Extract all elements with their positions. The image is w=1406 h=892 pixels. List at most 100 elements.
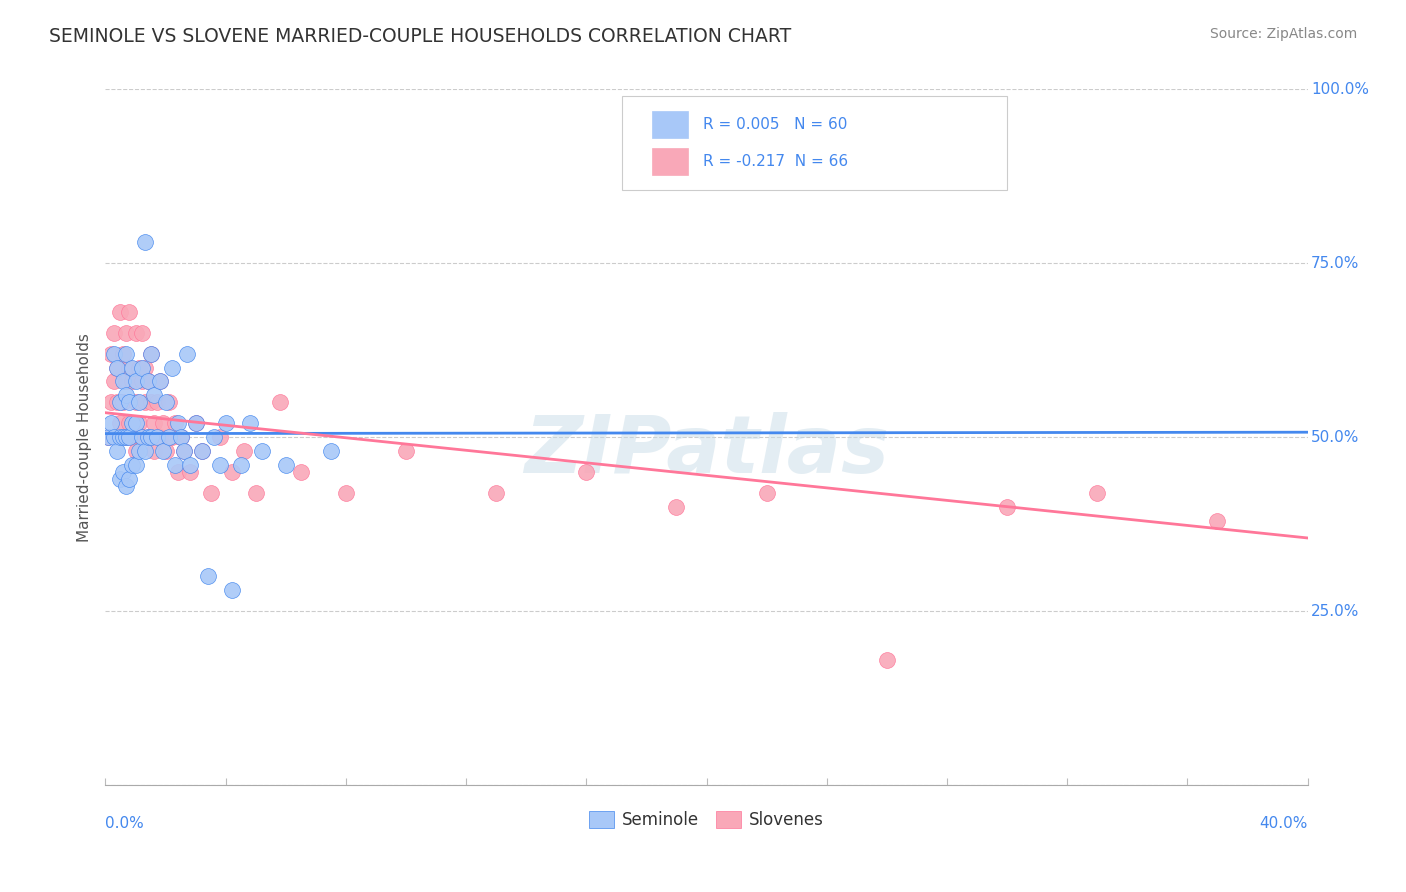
Point xyxy=(136,375,159,389)
Point xyxy=(221,465,243,479)
Point xyxy=(112,395,135,409)
Point xyxy=(124,444,146,458)
Point xyxy=(142,388,165,402)
Point xyxy=(103,430,125,444)
Text: R = -0.217  N = 66: R = -0.217 N = 66 xyxy=(703,154,848,169)
Point xyxy=(250,444,273,458)
Point xyxy=(121,375,143,389)
FancyBboxPatch shape xyxy=(623,96,1007,190)
Point xyxy=(115,388,138,402)
Point xyxy=(97,430,120,444)
Point xyxy=(395,444,418,458)
Point xyxy=(155,444,177,458)
Text: ZIPatlas: ZIPatlas xyxy=(524,412,889,490)
Point xyxy=(118,395,141,409)
Point xyxy=(110,395,132,409)
Point xyxy=(208,430,231,444)
Point xyxy=(121,458,143,472)
Point xyxy=(155,395,177,409)
Point xyxy=(190,444,212,458)
Point xyxy=(121,416,143,430)
Point xyxy=(160,360,183,375)
Point xyxy=(221,583,243,598)
Point xyxy=(145,395,167,409)
Point xyxy=(139,346,162,360)
Point xyxy=(128,360,150,375)
Point xyxy=(139,395,162,409)
Point xyxy=(100,395,122,409)
Point xyxy=(110,472,132,486)
Point xyxy=(208,458,231,472)
Point xyxy=(184,416,207,430)
Point xyxy=(131,430,153,444)
Point xyxy=(118,472,141,486)
Point xyxy=(103,326,125,340)
Point xyxy=(131,430,153,444)
Point xyxy=(107,395,129,409)
Point xyxy=(100,346,122,360)
Point xyxy=(134,395,156,409)
Point xyxy=(176,346,198,360)
Point xyxy=(115,375,138,389)
Bar xyxy=(652,112,689,138)
Legend: Seminole, Slovenes: Seminole, Slovenes xyxy=(582,805,831,836)
Point xyxy=(118,305,141,319)
Point xyxy=(124,395,146,409)
Point xyxy=(163,416,186,430)
Point xyxy=(124,416,146,430)
Point xyxy=(115,430,138,444)
Point xyxy=(148,375,170,389)
Point xyxy=(755,485,778,500)
Point xyxy=(148,430,170,444)
Point xyxy=(112,375,135,389)
Point xyxy=(128,416,150,430)
Point xyxy=(269,395,291,409)
Point xyxy=(197,569,219,583)
Text: 75.0%: 75.0% xyxy=(1312,256,1360,270)
Point xyxy=(169,430,191,444)
Point xyxy=(232,444,254,458)
Point xyxy=(166,465,188,479)
Point xyxy=(139,430,162,444)
Point xyxy=(485,485,508,500)
Point xyxy=(335,485,357,500)
Point xyxy=(134,360,156,375)
Point xyxy=(97,430,120,444)
Point xyxy=(214,416,236,430)
Point xyxy=(173,444,195,458)
Point xyxy=(202,430,225,444)
Text: 100.0%: 100.0% xyxy=(1312,82,1369,96)
Point xyxy=(131,326,153,340)
Point xyxy=(112,465,135,479)
Point xyxy=(200,485,222,500)
Point xyxy=(142,416,165,430)
Point xyxy=(131,360,153,375)
Point xyxy=(115,430,138,444)
Point xyxy=(107,444,129,458)
Point xyxy=(575,465,598,479)
Point xyxy=(152,444,174,458)
Point xyxy=(274,458,297,472)
Point xyxy=(179,458,201,472)
Point xyxy=(115,346,138,360)
Point xyxy=(245,485,267,500)
Point xyxy=(145,430,167,444)
Point xyxy=(128,444,150,458)
Point xyxy=(139,346,162,360)
Point xyxy=(112,430,135,444)
Point xyxy=(110,430,132,444)
Point xyxy=(995,500,1018,514)
Point xyxy=(142,444,165,458)
Point xyxy=(118,416,141,430)
Point xyxy=(148,375,170,389)
Point xyxy=(229,458,252,472)
Point xyxy=(107,360,129,375)
Point xyxy=(118,430,141,444)
Point xyxy=(152,416,174,430)
Point xyxy=(136,430,159,444)
Point xyxy=(128,395,150,409)
Point xyxy=(124,375,146,389)
Point xyxy=(163,458,186,472)
Point xyxy=(136,375,159,389)
Point xyxy=(112,346,135,360)
